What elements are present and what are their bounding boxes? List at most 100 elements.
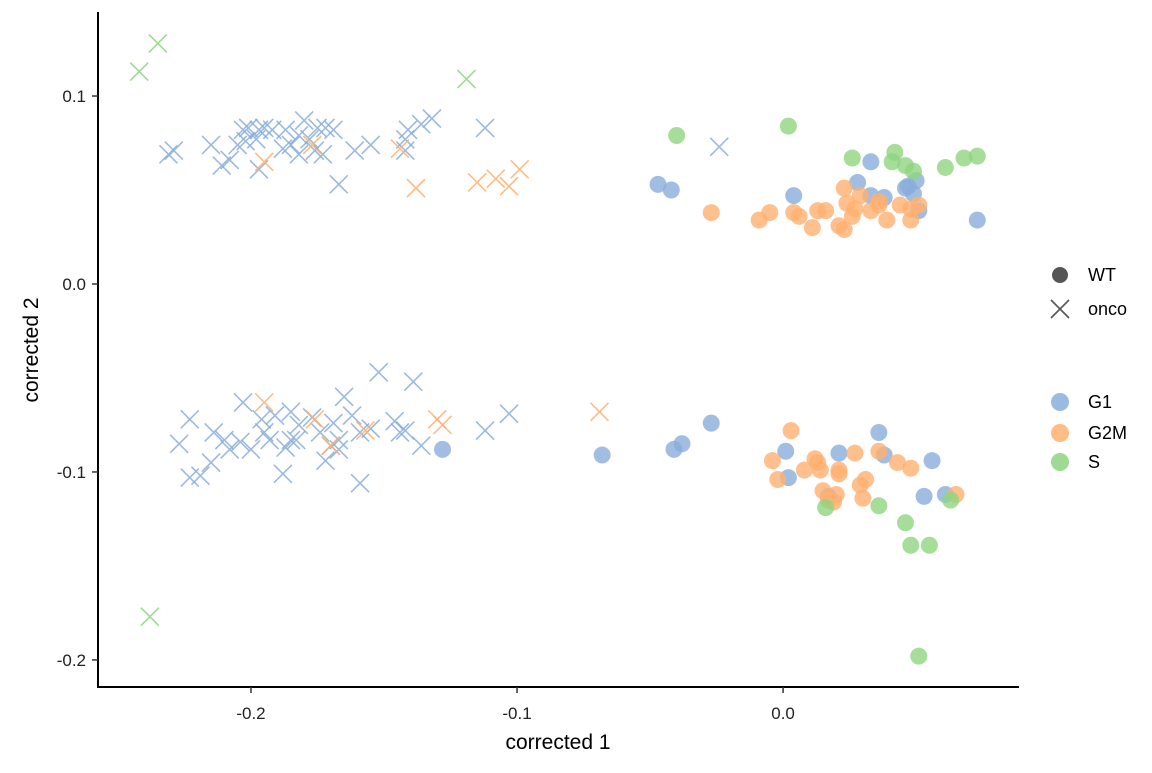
point-cross-G1: [329, 430, 349, 450]
point-cross-G1: [241, 439, 261, 459]
point-cross-G1: [233, 392, 253, 412]
point-cross-G2M: [510, 159, 530, 179]
point-cross-G1: [233, 120, 253, 140]
point-cross-G1: [398, 120, 418, 140]
legend-label: G1: [1088, 392, 1112, 412]
point-circle-G2M: [854, 489, 872, 507]
legend-label: onco: [1088, 299, 1127, 319]
point-circle-G1: [830, 444, 848, 462]
y-tick-label: -0.1: [57, 463, 86, 482]
point-cross-G2M: [302, 135, 322, 155]
point-circle-G1: [593, 446, 611, 464]
point-circle-G2M: [809, 454, 827, 472]
legend-label: WT: [1088, 265, 1116, 285]
point-cross-G1: [236, 131, 256, 151]
plot-marks: [129, 33, 986, 665]
axis-ticks: -0.2 -0.1 0.0 0.1 0.0 -0.1 -0.2: [57, 87, 795, 723]
point-circle-G1: [923, 452, 941, 470]
point-cross-G2M: [254, 392, 274, 412]
point-cross-G2M: [589, 402, 610, 422]
point-cross-G1: [315, 451, 336, 471]
point-cross-G1: [342, 406, 362, 426]
point-circle-G2M: [846, 444, 864, 462]
point-circle-G1: [849, 173, 867, 191]
point-cross-G2M: [305, 409, 325, 429]
point-cross-G1: [262, 120, 282, 140]
point-circle-S: [910, 647, 928, 665]
point-cross-G1: [201, 135, 221, 155]
point-circle-G1: [777, 442, 795, 460]
point-circle-S: [968, 147, 986, 165]
point-cross-G1: [395, 421, 415, 441]
point-cross-G1: [204, 422, 224, 443]
point-cross-S: [140, 607, 160, 627]
point-cross-G1: [422, 109, 442, 129]
point-circle-G1: [673, 435, 691, 453]
point-cross-G2M: [467, 172, 487, 193]
point-circle-G1: [915, 487, 933, 505]
y-axis-title: corrected 2: [20, 297, 43, 402]
point-cross-G1: [403, 372, 423, 392]
point-circle-G2M: [857, 470, 875, 488]
point-cross-G1: [289, 415, 309, 435]
point-cross-G1: [281, 402, 301, 422]
point-cross-G1: [369, 362, 389, 382]
point-circle-S: [904, 162, 922, 180]
point-circle-G2M: [790, 207, 808, 225]
point-circle-G1: [785, 187, 803, 205]
point-cross-S: [456, 69, 477, 89]
y-tick-label: 0.0: [62, 275, 86, 294]
legend-circle-icon: [1052, 267, 1068, 283]
point-cross-G1: [260, 430, 280, 450]
point-circle-G2M: [761, 204, 779, 222]
x-tick-label: -0.2: [236, 704, 265, 723]
point-circle-G2M: [888, 454, 906, 472]
point-circle-S: [817, 499, 835, 517]
point-cross-G1: [273, 464, 293, 484]
point-cross-G2M: [321, 436, 341, 456]
point-circle-S: [668, 126, 686, 144]
point-cross-G1: [709, 137, 729, 157]
point-circle-G2M: [851, 187, 869, 205]
point-cross-G1: [281, 430, 301, 450]
point-circle-G2M: [846, 200, 864, 218]
point-cross-S: [148, 33, 168, 53]
point-circle-G2M: [835, 220, 853, 238]
point-cross-G1: [307, 118, 328, 138]
point-cross-G1: [411, 436, 431, 456]
point-cross-G1: [294, 110, 314, 131]
point-cross-G1: [249, 120, 269, 140]
point-circle-G2M: [795, 461, 813, 479]
point-circle-G2M: [769, 470, 787, 488]
point-cross-G1: [169, 434, 189, 454]
point-cross-G1: [475, 118, 495, 138]
point-cross-G1: [411, 114, 431, 134]
point-circle-G1: [649, 175, 667, 193]
legend-color-swatch: [1051, 453, 1069, 471]
point-circle-G2M: [878, 211, 896, 229]
point-cross-G1: [214, 430, 234, 450]
point-cross-G1: [254, 118, 274, 138]
point-cross-G1: [334, 387, 354, 407]
point-cross-G2M: [486, 169, 506, 189]
point-cross-G1: [289, 144, 309, 164]
point-circle-G1: [434, 440, 452, 458]
point-circle-G2M: [902, 459, 920, 477]
point-cross-G1: [329, 174, 349, 194]
point-circle-S: [896, 514, 914, 532]
point-cross-G2M: [355, 421, 375, 441]
point-circle-G1: [968, 211, 986, 229]
point-cross-G2M: [499, 176, 519, 196]
point-cross-G1: [220, 150, 240, 170]
point-cross-G1: [305, 140, 325, 161]
point-circle-G2M: [763, 452, 781, 470]
legend-label: G2M: [1088, 423, 1127, 443]
point-circle-S: [936, 158, 954, 176]
point-cross-G2M: [254, 152, 274, 172]
point-circle-G1: [702, 414, 720, 432]
point-circle-G1: [896, 179, 914, 197]
point-cross-G1: [220, 439, 240, 459]
legend-color-swatch: [1051, 424, 1069, 442]
point-circle-S: [920, 536, 938, 554]
x-tick-label: -0.1: [502, 704, 531, 723]
